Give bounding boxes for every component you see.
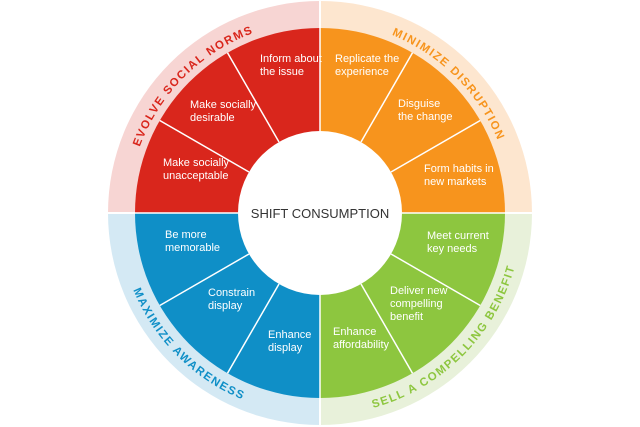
segment-label: Be more memorable — [165, 229, 220, 254]
divider — [159, 119, 250, 173]
segment-label-line: display — [268, 342, 303, 354]
segment-label-line: Make socially — [190, 99, 257, 111]
center-label: SHIFT CONSUMPTION — [251, 206, 389, 221]
segment-label-line: Disguise — [398, 98, 440, 110]
segment-label: Disguise the change — [398, 98, 452, 123]
divider — [360, 283, 414, 374]
segment-label-line: Constrain — [208, 287, 255, 299]
segment-label-line: desirable — [190, 112, 235, 124]
segment-label-line: new markets — [424, 176, 487, 188]
segment-label: Form habits in new markets — [424, 163, 494, 188]
segment-label: Make socially unacceptable — [163, 157, 230, 182]
segment-label-line: the issue — [260, 66, 304, 78]
segment-label-line: Inform about — [260, 53, 322, 65]
segment-label-line: Deliver new — [390, 285, 448, 297]
divider — [159, 253, 250, 307]
divider — [360, 52, 414, 143]
segment-label: Replicate the experience — [335, 53, 399, 78]
segment-label-line: compelling — [390, 298, 443, 310]
segment-label-line: display — [208, 300, 243, 312]
segment-label-line: key needs — [427, 243, 478, 255]
divider — [390, 253, 481, 307]
segment-label: Constrain display — [208, 287, 255, 312]
center-circle — [238, 131, 402, 295]
segment-label: Meet current key needs — [427, 230, 489, 255]
segment-label-line: Replicate the — [335, 53, 399, 65]
segment-label: Enhance affordability — [333, 326, 390, 351]
segment-label-line: memorable — [165, 242, 220, 254]
segment-label-line: benefit — [390, 311, 423, 323]
segment-label: Make socially desirable — [190, 99, 257, 124]
divider — [226, 52, 280, 143]
segment-label-line: Be more — [165, 229, 207, 241]
segment-label-line: affordability — [333, 339, 390, 351]
segment-label: Deliver new compelling benefit — [390, 285, 448, 323]
segment-label-line: experience — [335, 66, 389, 78]
segment-label: Inform about the issue — [260, 53, 322, 78]
segment-label-line: unacceptable — [163, 170, 228, 182]
segment-label-line: Make socially — [163, 157, 230, 169]
divider — [390, 119, 481, 173]
segment-label-line: the change — [398, 111, 452, 123]
segment-label-line: Enhance — [268, 329, 311, 341]
segment-label-line: Enhance — [333, 326, 376, 338]
segment-label: Enhance display — [268, 329, 311, 354]
segment-label-line: Meet current — [427, 230, 489, 242]
divider — [226, 283, 280, 374]
segment-label-line: Form habits in — [424, 163, 494, 175]
